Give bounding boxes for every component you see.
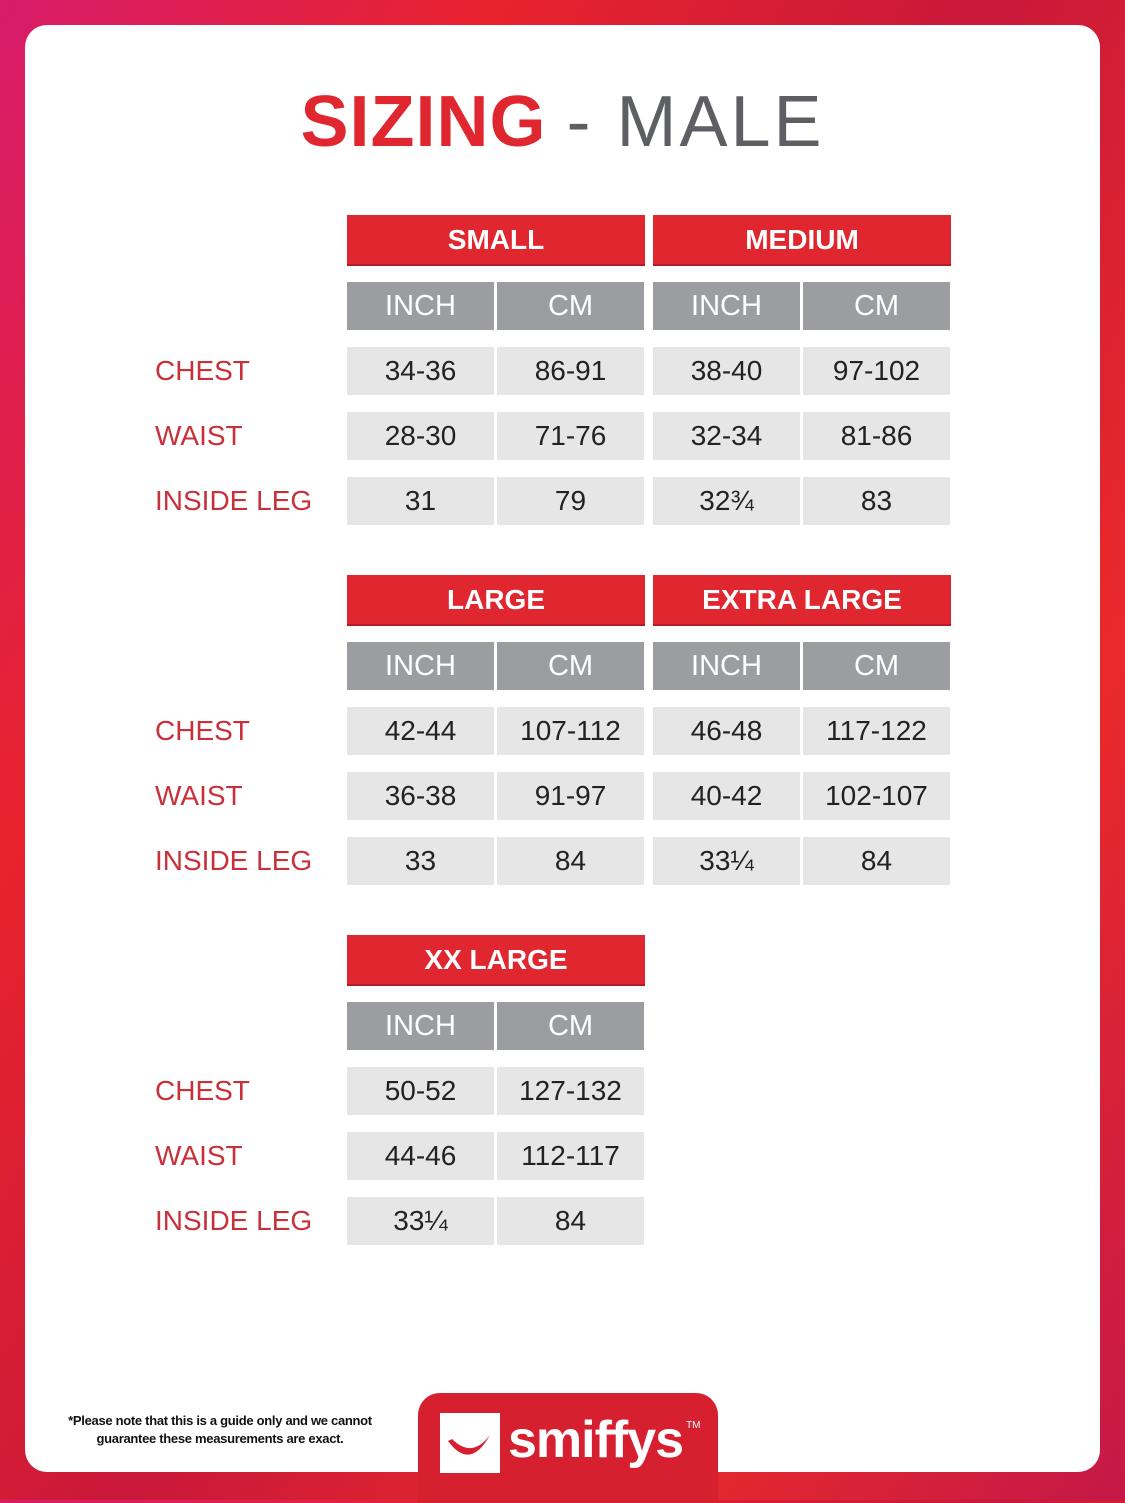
smile-logo-icon <box>440 1413 500 1473</box>
unit-header: CM <box>497 1002 644 1050</box>
measurement-cell: 32¾ <box>653 477 800 525</box>
measurement-cell: 46-48 <box>653 707 800 755</box>
row-label: WAIST <box>155 420 243 451</box>
measurement-cell: 112-117 <box>497 1132 644 1180</box>
measurement-cell: 38-40 <box>653 347 800 395</box>
unit-header: INCH <box>347 282 494 330</box>
brand-logo-group: smiffys TM <box>508 1410 701 1470</box>
measurement-cell: 84 <box>497 1197 644 1245</box>
measurement-cell: 42-44 <box>347 707 494 755</box>
unit-header: CM <box>497 642 644 690</box>
measurement-cell: 33¼ <box>653 837 800 885</box>
page-title: SIZING - MALE <box>0 82 1125 162</box>
row-label: CHEST <box>155 715 250 746</box>
measurement-cell: 83 <box>803 477 950 525</box>
row-label: INSIDE LEG <box>155 1205 313 1236</box>
measurement-cell: 102-107 <box>803 772 950 820</box>
size-header: MEDIUM <box>653 215 951 264</box>
trademark: TM <box>686 1420 701 1431</box>
measurement-cell: 86-91 <box>497 347 644 395</box>
measurement-cell: 84 <box>497 837 644 885</box>
measurement-cell: 97-102 <box>803 347 950 395</box>
measurement-cell: 44-46 <box>347 1132 494 1180</box>
measurement-cell: 127-132 <box>497 1067 644 1115</box>
row-label: WAIST <box>155 780 243 811</box>
unit-header: INCH <box>653 642 800 690</box>
unit-header: INCH <box>347 642 494 690</box>
size-header: LARGE <box>347 575 645 624</box>
row-label: INSIDE LEG <box>155 485 313 516</box>
size-header: SMALL <box>347 215 645 264</box>
measurement-cell: 71-76 <box>497 412 644 460</box>
measurement-cell: 33¼ <box>347 1197 494 1245</box>
disclaimer-line-1: *Please note that this is a guide only a… <box>68 1413 372 1428</box>
size-block: LARGE INCH 42-44 36-38 33 CM 107-112 91-97 84 EXT… <box>0 575 1125 905</box>
size-header: XX LARGE <box>347 935 645 984</box>
unit-header: INCH <box>347 1002 494 1050</box>
measurement-cell: 91-97 <box>497 772 644 820</box>
size-block: XX LARGE INCH 50-52 44-46 33¼ CM 127-132 112-11… <box>0 935 1125 1265</box>
measurement-cell: 31 <box>347 477 494 525</box>
measurement-cell: 32-34 <box>653 412 800 460</box>
measurement-cell: 33 <box>347 837 494 885</box>
title-bold: SIZING <box>300 82 547 162</box>
row-label: CHEST <box>155 1075 250 1106</box>
measurement-cell: 34-36 <box>347 347 494 395</box>
unit-header: CM <box>803 282 950 330</box>
row-label: CHEST <box>155 355 250 386</box>
row-label: INSIDE LEG <box>155 845 313 876</box>
measurement-cell: 28-30 <box>347 412 494 460</box>
measurement-cell: 79 <box>497 477 644 525</box>
measurement-cell: 84 <box>803 837 950 885</box>
row-label: WAIST <box>155 1140 243 1171</box>
disclaimer-line-2: guarantee these measurements are exact. <box>96 1431 344 1446</box>
disclaimer: *Please note that this is a guide only a… <box>40 1412 400 1448</box>
size-block: SMALL INCH 34-36 28-30 31 CM 86-91 71-76 79 MEDIU… <box>0 215 1125 545</box>
unit-header: CM <box>497 282 644 330</box>
title-rest: - MALE <box>566 82 825 162</box>
size-header: EXTRA LARGE <box>653 575 951 624</box>
unit-header: INCH <box>653 282 800 330</box>
measurement-cell: 107-112 <box>497 707 644 755</box>
unit-header: CM <box>803 642 950 690</box>
measurement-cell: 81-86 <box>803 412 950 460</box>
measurement-cell: 40-42 <box>653 772 800 820</box>
brand-logo: smiffys <box>508 1411 684 1469</box>
measurement-cell: 36-38 <box>347 772 494 820</box>
measurement-cell: 50-52 <box>347 1067 494 1115</box>
measurement-cell: 117-122 <box>803 707 950 755</box>
